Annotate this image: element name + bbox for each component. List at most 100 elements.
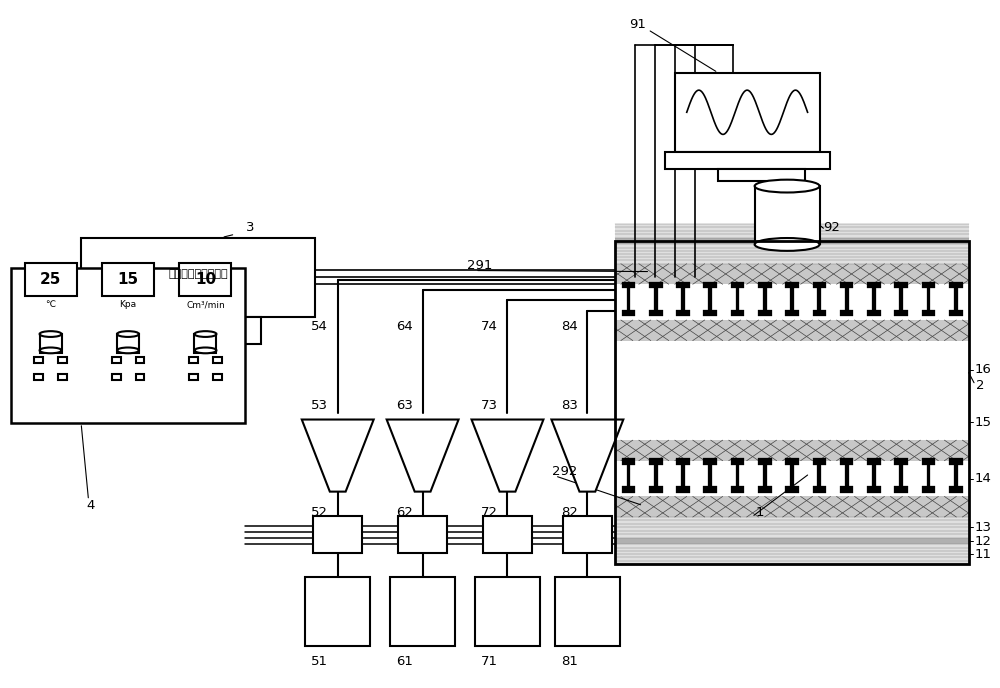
Bar: [718, 169, 805, 181]
Text: 84: 84: [561, 321, 578, 333]
Bar: [615, 440, 969, 461]
Bar: [179, 264, 231, 297]
Text: 15: 15: [974, 416, 991, 429]
Bar: [622, 310, 635, 316]
Bar: [817, 464, 821, 486]
Bar: [615, 237, 969, 244]
Text: 73: 73: [481, 399, 498, 412]
Text: 82: 82: [561, 506, 578, 519]
Bar: [615, 341, 969, 440]
Bar: [758, 486, 772, 493]
Bar: [11, 268, 245, 423]
Bar: [763, 464, 767, 486]
Bar: [213, 374, 222, 380]
Bar: [703, 282, 717, 288]
Bar: [681, 288, 685, 310]
Bar: [894, 458, 908, 464]
Bar: [622, 458, 635, 464]
Bar: [615, 537, 969, 544]
Bar: [615, 241, 969, 563]
Bar: [894, 282, 908, 288]
Bar: [922, 486, 935, 493]
Polygon shape: [472, 420, 543, 492]
Bar: [731, 458, 744, 464]
Bar: [676, 282, 690, 288]
Text: 92: 92: [823, 221, 840, 234]
Text: 2: 2: [976, 378, 985, 391]
Bar: [615, 284, 969, 320]
Bar: [58, 357, 67, 363]
Text: 72: 72: [481, 506, 498, 519]
Bar: [117, 334, 139, 353]
Bar: [922, 282, 935, 288]
Bar: [615, 264, 969, 284]
Bar: [758, 282, 772, 288]
Bar: [40, 334, 62, 353]
Bar: [25, 264, 77, 297]
Text: Cm³/min: Cm³/min: [186, 300, 225, 309]
Bar: [922, 458, 935, 464]
Bar: [555, 577, 620, 646]
Ellipse shape: [40, 331, 62, 337]
Bar: [563, 515, 612, 553]
Ellipse shape: [194, 331, 216, 337]
Text: 4: 4: [86, 499, 95, 512]
Bar: [758, 310, 772, 316]
Bar: [703, 310, 717, 316]
Text: 15: 15: [117, 272, 139, 288]
Bar: [681, 464, 685, 486]
Bar: [675, 73, 820, 152]
Bar: [894, 310, 908, 316]
Bar: [189, 374, 198, 380]
Bar: [615, 320, 969, 341]
Text: 16: 16: [974, 363, 991, 376]
Bar: [649, 282, 663, 288]
Polygon shape: [302, 420, 374, 492]
Bar: [949, 310, 963, 316]
Bar: [731, 310, 744, 316]
Bar: [790, 464, 794, 486]
Text: ℃: ℃: [46, 300, 56, 309]
Bar: [840, 310, 853, 316]
Bar: [867, 282, 881, 288]
Bar: [758, 458, 772, 464]
Text: 291: 291: [467, 259, 493, 272]
Ellipse shape: [755, 238, 820, 251]
Bar: [817, 288, 821, 310]
Bar: [872, 288, 876, 310]
Bar: [703, 458, 717, 464]
Bar: [194, 334, 216, 353]
Bar: [949, 458, 963, 464]
Bar: [785, 282, 799, 288]
Bar: [649, 310, 663, 316]
Bar: [708, 464, 712, 486]
Text: 13: 13: [974, 521, 991, 534]
Bar: [136, 374, 144, 380]
Bar: [615, 224, 969, 237]
Text: 83: 83: [561, 399, 578, 412]
Polygon shape: [387, 420, 459, 492]
Bar: [703, 486, 717, 493]
Bar: [755, 186, 820, 244]
Bar: [627, 464, 630, 486]
Bar: [112, 357, 121, 363]
Bar: [731, 282, 744, 288]
Ellipse shape: [117, 347, 139, 353]
Bar: [34, 374, 43, 380]
Text: 62: 62: [396, 506, 413, 519]
Bar: [845, 288, 849, 310]
Bar: [899, 464, 903, 486]
Bar: [189, 357, 198, 363]
Bar: [813, 458, 826, 464]
Text: 52: 52: [311, 506, 328, 519]
Bar: [813, 486, 826, 493]
Text: 12: 12: [974, 535, 991, 548]
Bar: [654, 288, 658, 310]
Text: 292: 292: [552, 464, 578, 477]
Text: 10: 10: [195, 272, 216, 288]
Text: 1: 1: [755, 506, 764, 519]
Bar: [615, 497, 969, 517]
Bar: [649, 486, 663, 493]
Bar: [736, 288, 739, 310]
Bar: [899, 288, 903, 310]
